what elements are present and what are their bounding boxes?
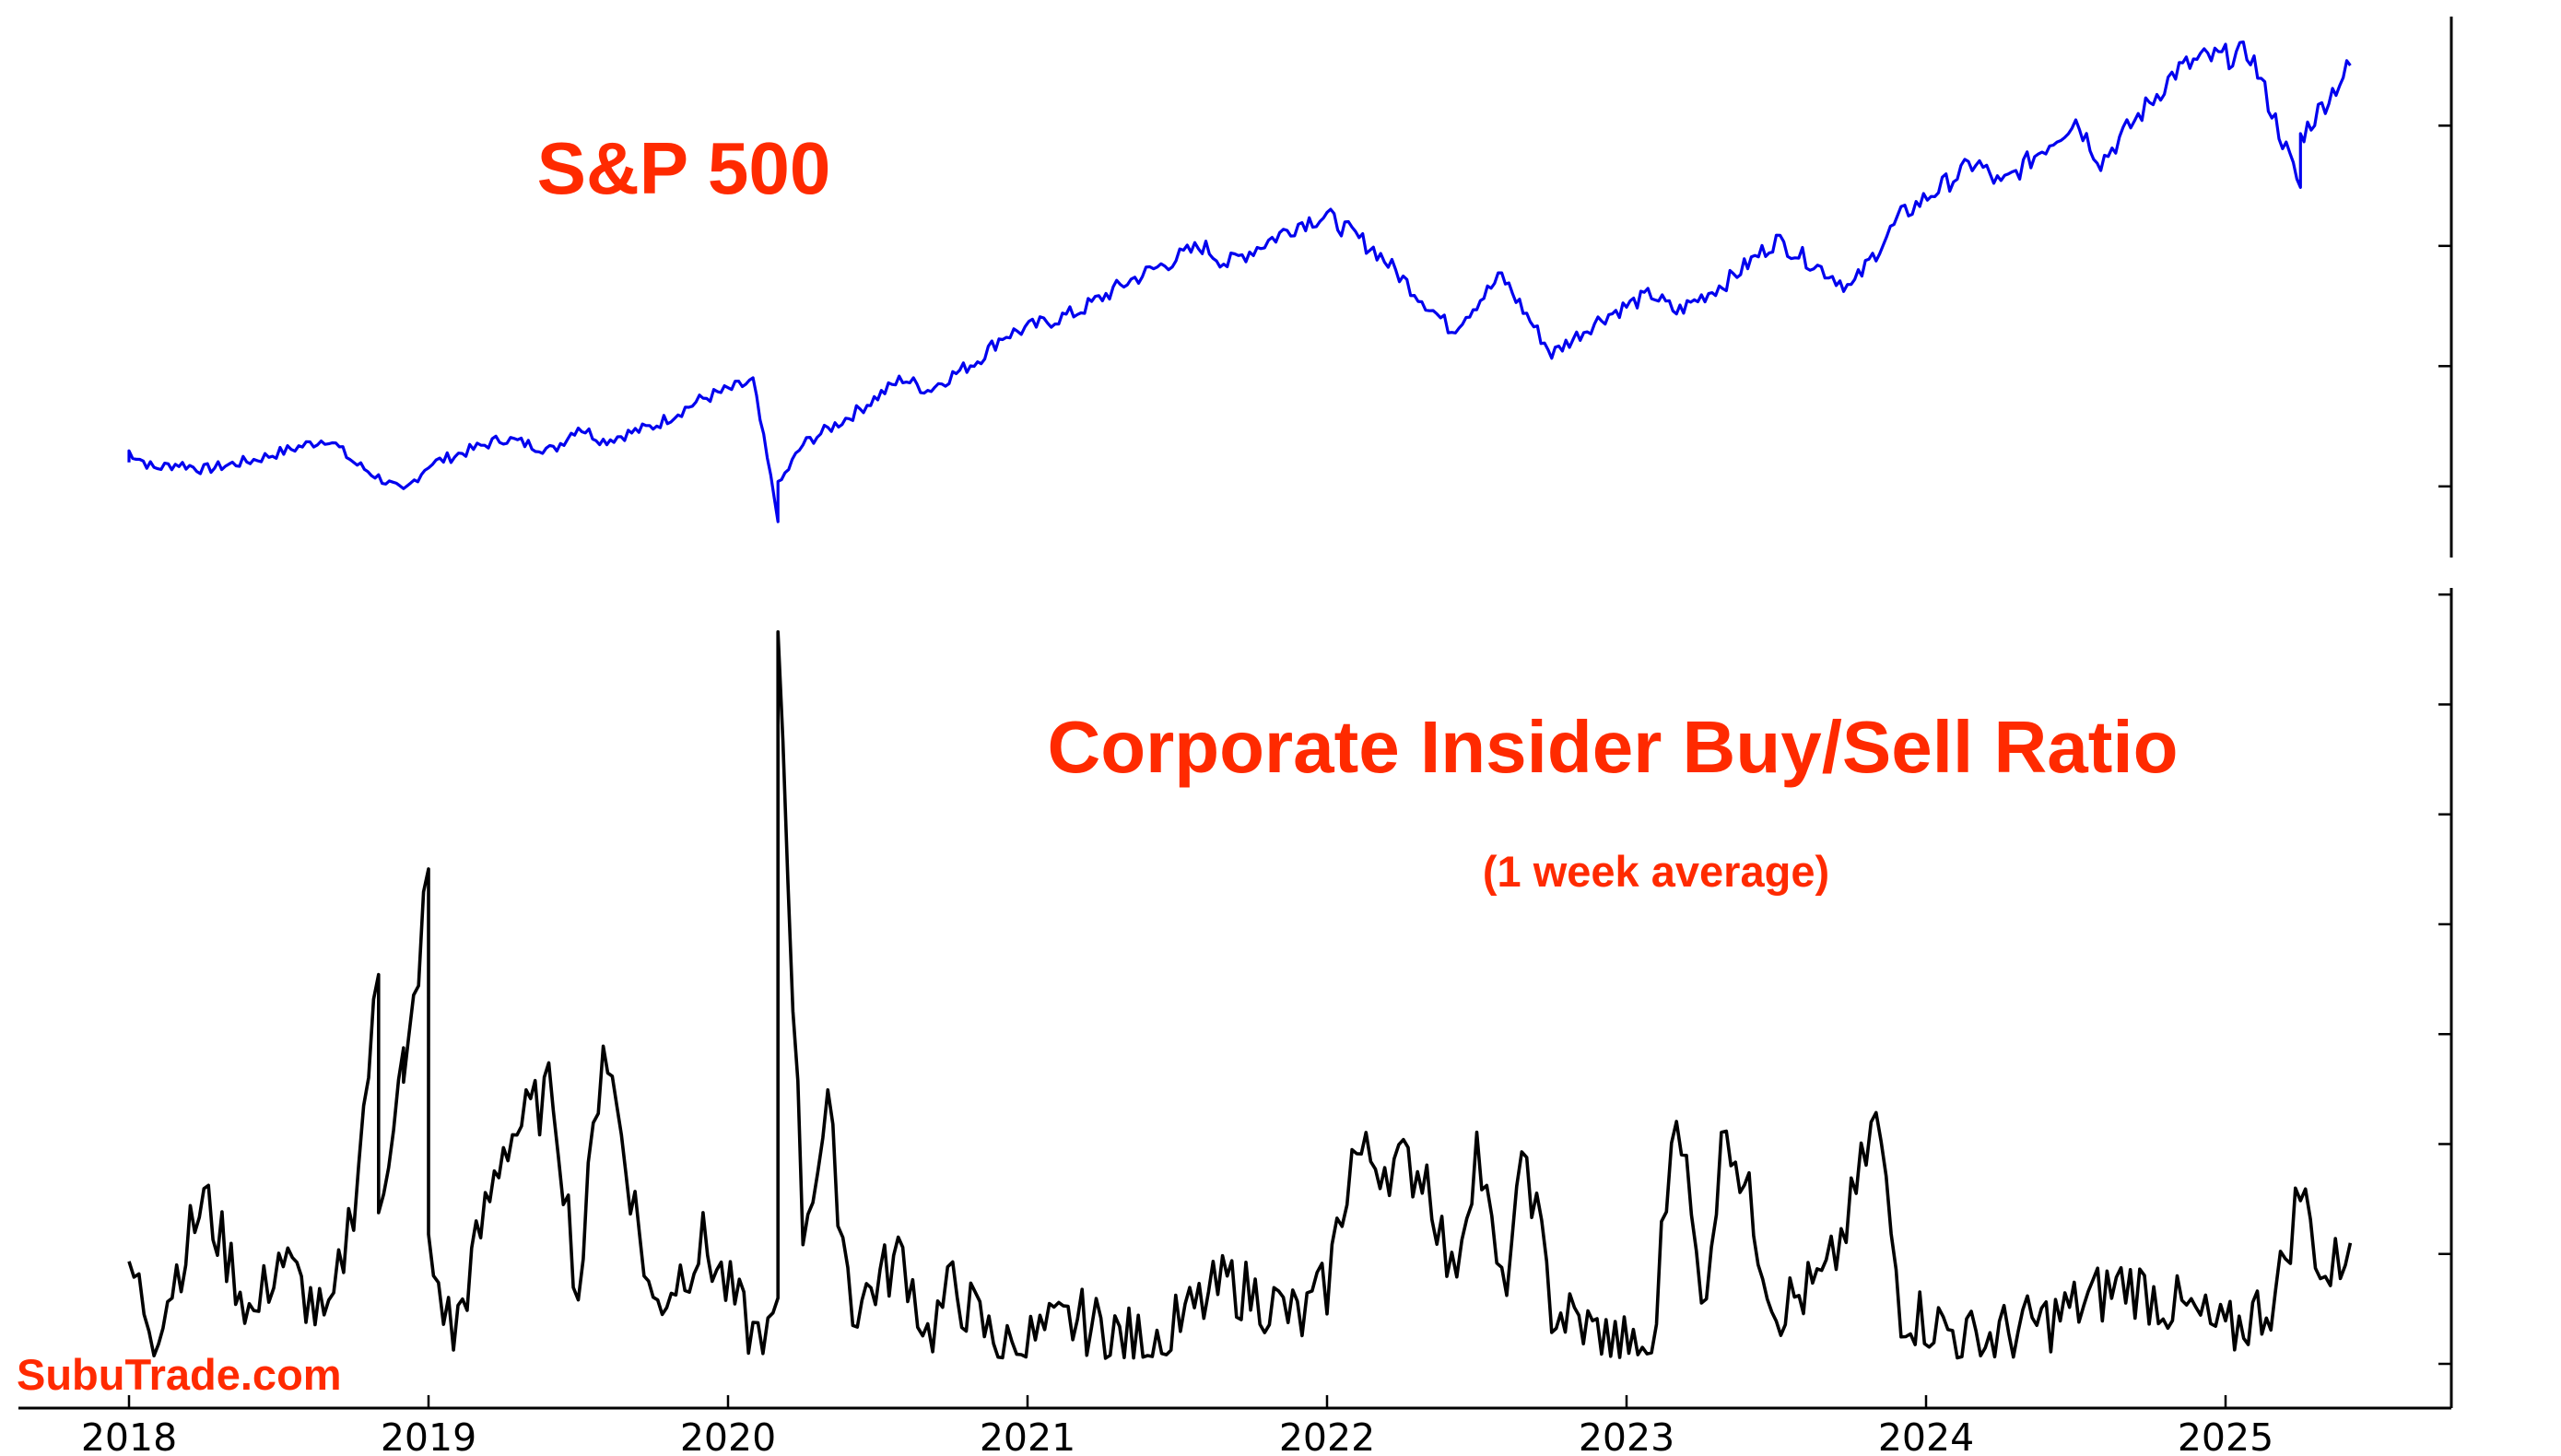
insider-panel: 2018 2019 2020 2021 2022 2023 2024 2025 Corpora… bbox=[18, 588, 2453, 1456]
sp500-title: S&P 500 bbox=[537, 127, 831, 209]
x-tick-label: 2021 bbox=[980, 1415, 1075, 1456]
insider-subtitle: (1 week average) bbox=[1483, 847, 1829, 896]
x-axis-ticks: 2018 2019 2020 2021 2022 2023 2024 2025 bbox=[81, 1395, 2273, 1456]
sp500-series-line bbox=[127, 40, 2352, 523]
watermark-text: SubuTrade.com bbox=[17, 1350, 342, 1399]
x-tick-label: 2018 bbox=[81, 1415, 177, 1456]
sp500-y-ticks bbox=[2438, 124, 2451, 488]
x-tick-label: 2025 bbox=[2178, 1415, 2273, 1456]
insider-title: Corporate Insider Buy/Sell Ratio bbox=[1048, 706, 2179, 788]
x-tick-label: 2020 bbox=[680, 1415, 776, 1456]
x-tick-label: 2019 bbox=[381, 1415, 476, 1456]
insider-y-ticks bbox=[2438, 593, 2451, 1366]
x-tick-label: 2023 bbox=[1579, 1415, 1674, 1456]
sp500-panel: S&P 500 bbox=[127, 17, 2453, 558]
x-tick-label: 2022 bbox=[1279, 1415, 1375, 1456]
insider-series-line bbox=[127, 629, 2353, 1360]
x-tick-label: 2024 bbox=[1878, 1415, 1974, 1456]
